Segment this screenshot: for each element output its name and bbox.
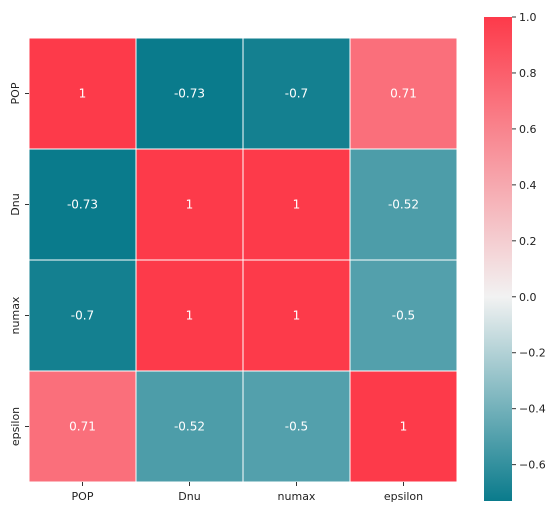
cell-annotation: 1 [293, 198, 301, 212]
heatmap-cell [28, 37, 137, 150]
x-tick-label: epsilon [384, 490, 423, 503]
heatmap-cells [28, 37, 458, 483]
colorbar-bar [484, 17, 512, 501]
y-tick-label: epsilon [9, 407, 22, 446]
colorbar-tick-label: −0.4 [519, 403, 546, 416]
cell-annotation: -0.7 [285, 87, 308, 101]
cell-annotation: 1 [400, 420, 408, 434]
heatmap-cell [28, 148, 137, 261]
heatmap-cell [349, 370, 458, 483]
colorbar-tick-label: 0.4 [519, 179, 537, 192]
colorbar-tick-label: −0.6 [519, 459, 546, 472]
heatmap-cell [135, 370, 244, 483]
cell-annotation: 0.71 [69, 420, 96, 434]
heatmap-cell [349, 37, 458, 150]
cell-annotation: -0.52 [174, 420, 205, 434]
y-tick-label: POP [9, 82, 22, 104]
cell-annotation: -0.73 [67, 198, 98, 212]
cell-annotation: 0.71 [390, 87, 417, 101]
cell-annotation: 1 [293, 309, 301, 323]
colorbar: 1.0 0.8 0.6 0.4 0.2 0.0 −0.2 −0.4 −0.6 [484, 11, 546, 501]
y-tick-label: Dnu [9, 193, 22, 215]
heatmap-cell [135, 37, 244, 150]
colorbar-tick-label: 0.8 [519, 67, 537, 80]
colorbar-tick-label: 1.0 [519, 11, 537, 24]
x-tick-label: Dnu [178, 490, 200, 503]
x-tick-label: numax [278, 490, 316, 503]
x-tick-label: POP [72, 490, 94, 503]
colorbar-tick-label: 0.2 [519, 235, 537, 248]
cell-annotation: 1 [79, 87, 87, 101]
cell-annotation: -0.7 [71, 309, 94, 323]
colorbar-tick-label: 0.6 [519, 123, 537, 136]
x-axis-ticks: POP Dnu numax epsilon [72, 482, 423, 503]
y-tick-label: numax [9, 296, 22, 334]
heatmap-annotations: 1 -0.73 -0.7 0.71 -0.73 1 1 -0.52 -0.7 1 1 -0.5 0.71… [67, 87, 419, 434]
heatmap-cell [135, 259, 244, 372]
heatmap-cell [349, 148, 458, 261]
y-axis-ticks: POP Dnu numax epsilon [9, 82, 29, 446]
cell-annotation: -0.5 [392, 309, 415, 323]
cell-annotation: -0.5 [285, 420, 308, 434]
heatmap-cell [28, 370, 137, 483]
heatmap-cell [242, 37, 351, 150]
heatmap-cell [242, 370, 351, 483]
colorbar-tick-label: 0.0 [519, 291, 537, 304]
cell-annotation: 1 [186, 309, 194, 323]
cell-annotation: 1 [186, 198, 194, 212]
cell-annotation: -0.73 [174, 87, 205, 101]
heatmap-cell [349, 259, 458, 372]
heatmap-cell [135, 148, 244, 261]
colorbar-tick-label: −0.2 [519, 347, 546, 360]
cell-annotation: -0.52 [388, 198, 419, 212]
